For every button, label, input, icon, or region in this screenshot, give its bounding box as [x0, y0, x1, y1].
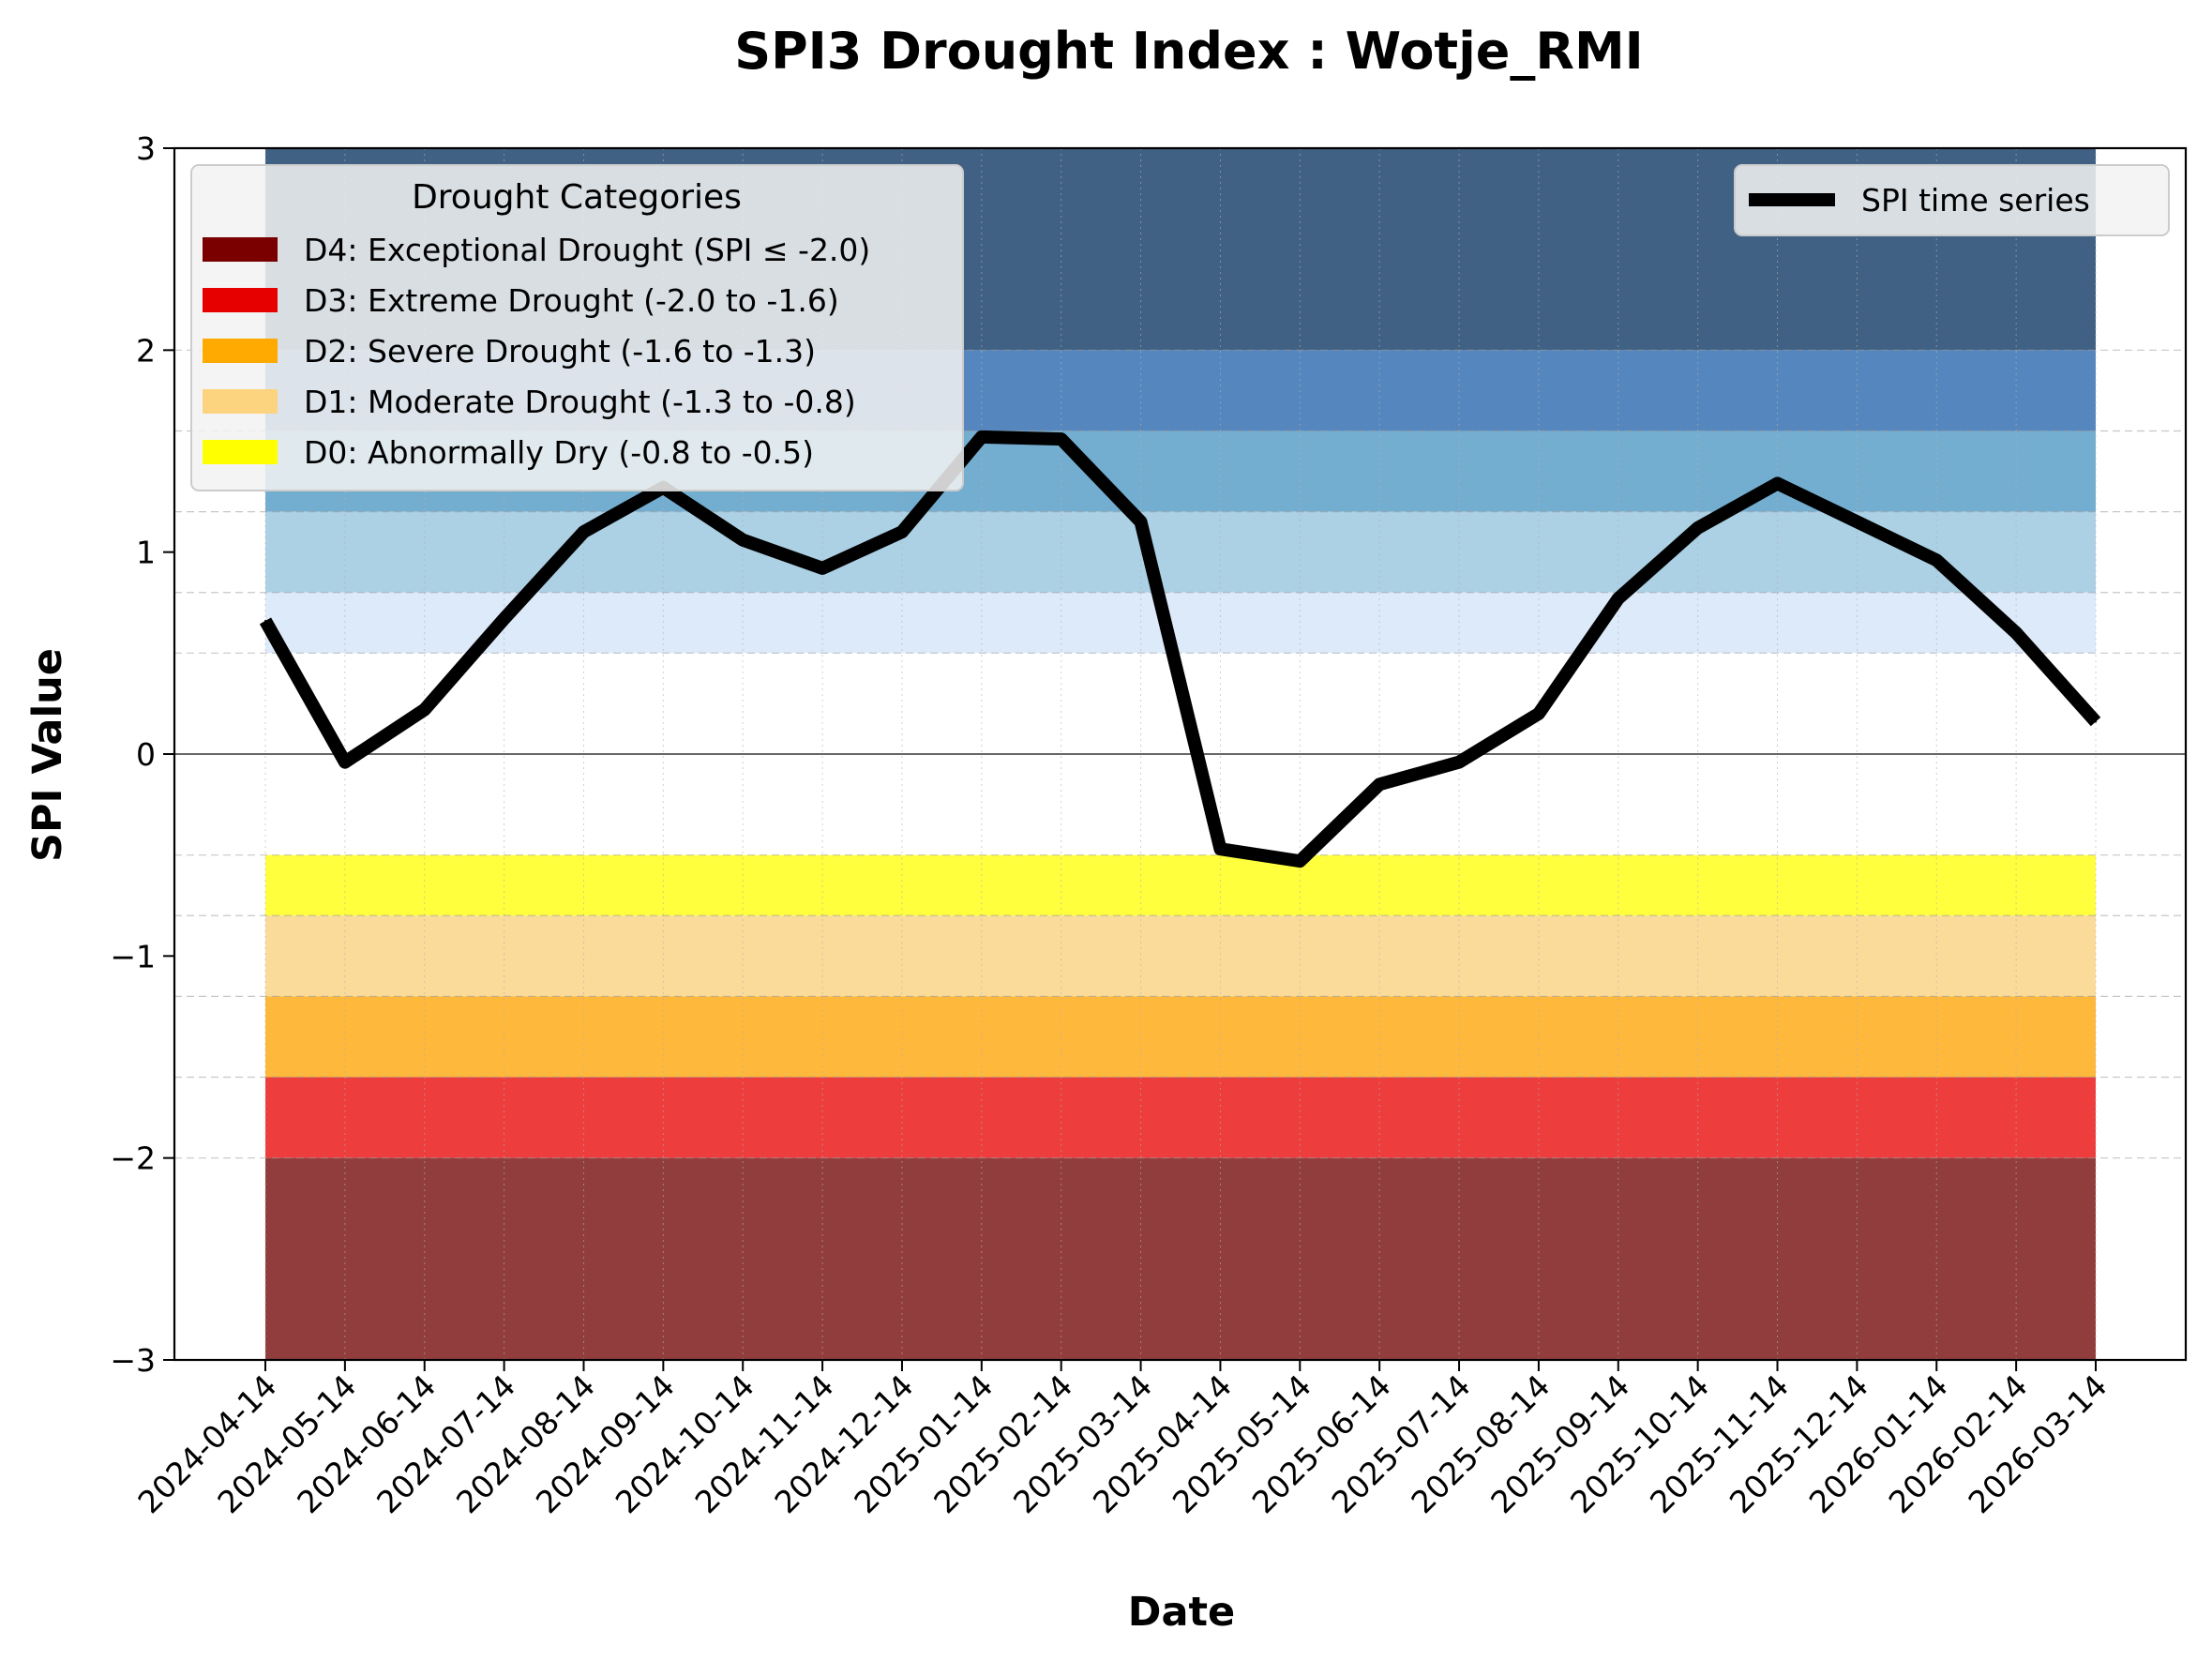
- drought-bands: [265, 148, 2096, 1360]
- x-axis-label: Date: [1128, 1589, 1235, 1636]
- legend-swatch-1: [203, 288, 278, 312]
- data-point-11: [1139, 521, 1142, 523]
- y-tick-label-1: −2: [110, 1140, 156, 1177]
- y-tick-label-6: 3: [136, 130, 156, 167]
- y-axis: −3 −2 −1 0 1 2 3: [110, 130, 174, 1379]
- legend-label-3: D1: Moderate Drought (-1.3 to -0.8): [304, 384, 856, 420]
- data-point-23: [2095, 720, 2097, 723]
- y-tick-label-3: 0: [136, 736, 156, 773]
- x-axis: 2024-04-142024-05-142024-06-142024-07-14…: [130, 1360, 2114, 1520]
- x-tick-label-23: 2026-03-14: [1961, 1367, 2114, 1520]
- data-point-18: [1696, 526, 1699, 529]
- data-point-1: [343, 761, 346, 763]
- legend-swatch-2: [203, 339, 278, 363]
- data-point-6: [742, 538, 745, 541]
- band-8: [265, 1077, 2096, 1158]
- legend-series: SPI time series: [1734, 164, 2170, 236]
- legend-drought-categories: Drought Categories D4: Exceptional Drough…: [190, 164, 964, 491]
- data-point-9: [980, 435, 983, 438]
- band-6: [265, 915, 2096, 997]
- data-point-7: [821, 566, 824, 569]
- data-point-21: [1935, 559, 1938, 562]
- y-tick-label-0: −3: [110, 1342, 156, 1379]
- band-7: [265, 996, 2096, 1078]
- data-point-19: [1776, 482, 1779, 485]
- legend-swatch-4: [203, 440, 278, 464]
- band-9: [265, 1157, 2096, 1360]
- band-5: [265, 854, 2096, 916]
- y-tick-label-4: 1: [136, 535, 156, 571]
- data-point-4: [582, 531, 585, 534]
- data-point-2: [423, 708, 426, 711]
- legend-label-2: D2: Severe Drought (-1.6 to -1.3): [304, 333, 816, 370]
- data-point-17: [1617, 597, 1619, 600]
- legend-series-label: SPI time series: [1861, 182, 2090, 219]
- legend-label-1: D3: Extreme Drought (-2.0 to -1.6): [304, 282, 839, 319]
- y-axis-label: SPI Value: [24, 648, 71, 862]
- data-point-0: [264, 619, 266, 622]
- legend-label-4: D0: Abnormally Dry (-0.8 to -0.5): [304, 434, 814, 471]
- legend-swatch-3: [203, 389, 278, 414]
- legend-swatch-0: [203, 237, 278, 262]
- legend-categories-box: [190, 164, 964, 491]
- y-tick-label-2: −1: [110, 938, 156, 974]
- data-point-22: [2015, 631, 2018, 634]
- data-point-16: [1537, 712, 1540, 715]
- legend-label-0: D4: Exceptional Drought (SPI ≤ -2.0): [304, 232, 870, 268]
- data-point-20: [1856, 521, 1858, 523]
- data-point-14: [1378, 783, 1381, 786]
- y-tick-label-5: 2: [136, 332, 156, 369]
- legend-series-box: [1734, 164, 2170, 236]
- band-4: [265, 592, 2096, 654]
- data-point-8: [900, 531, 903, 534]
- chart-title: SPI3 Drought Index : Wotje_RMI: [734, 22, 1644, 81]
- series-line-0: [259, 430, 2101, 868]
- data-point-3: [503, 617, 505, 620]
- data-point-13: [1299, 860, 1302, 863]
- legend-categories-title: Drought Categories: [412, 178, 742, 217]
- data-point-15: [1458, 761, 1461, 763]
- data-point-10: [1060, 438, 1062, 441]
- data-point-12: [1219, 848, 1222, 851]
